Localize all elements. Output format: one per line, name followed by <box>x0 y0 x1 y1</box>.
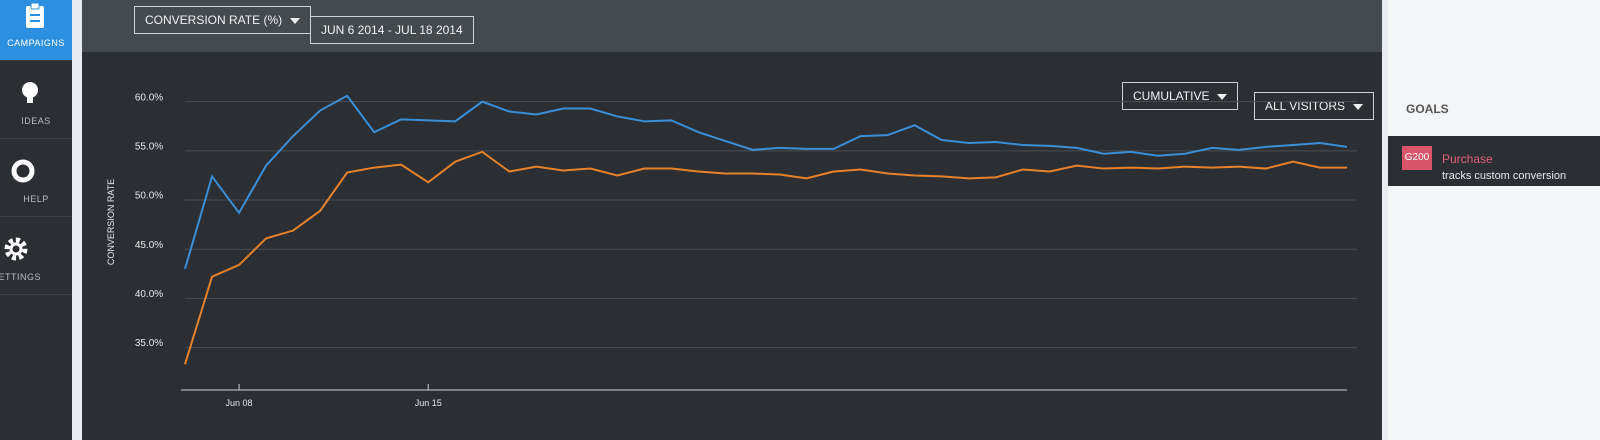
toolbar: CONVERSION RATE (%) JUN 6 2014 - JUL 18 … <box>82 0 1382 120</box>
nav-label: CAMPAIGNS <box>7 38 65 48</box>
series-line <box>184 150 1347 365</box>
dropdown-label: ALL VISITORS <box>1265 99 1346 113</box>
dropdown-label: JUN 6 2014 - JUL 18 2014 <box>321 23 463 37</box>
dropdown-label: CUMULATIVE <box>1133 89 1210 103</box>
nav-item[interactable]: IDEAS <box>0 60 72 139</box>
chart-panel: CONVERSION RATE (%) JUN 6 2014 - JUL 18 … <box>82 0 1382 440</box>
y-tick-label: 40.0% <box>135 289 163 300</box>
icon <box>11 159 35 183</box>
goals-title: GOALS <box>1406 102 1449 116</box>
x-tick-label: Jun 15 <box>415 398 442 408</box>
nav-label: HELP <box>23 194 49 204</box>
chart: CONVERSION RATE 35.0% 40.0% 45.0% 50.0% 55.0… <box>106 92 1357 408</box>
mode-dropdown[interactable]: CUMULATIVE <box>1122 82 1239 110</box>
icon <box>4 237 28 261</box>
nav-item[interactable]: HELP <box>0 138 72 217</box>
y-tick-label: 55.0% <box>135 141 163 152</box>
goal-name: Purchase <box>1442 152 1493 166</box>
nav-label: SETTINGS <box>0 272 42 282</box>
nav-item[interactable]: SETTINGS <box>0 216 72 295</box>
icon <box>22 82 38 103</box>
nav-label: IDEAS <box>21 116 51 126</box>
y-tick-label: 50.0% <box>135 191 163 202</box>
sidebar: CAMPAIGNS IDEAS HELP SETTINGS <box>0 0 72 440</box>
goal-item[interactable]: G200 Purchase tracks custom conversion <box>1388 136 1600 186</box>
y-tick-label: 35.0% <box>135 338 163 349</box>
y-axis-title: CONVERSION RATE <box>106 179 116 265</box>
x-tick-label: Jun 08 <box>226 398 253 408</box>
metric-dropdown[interactable]: CONVERSION RATE (%) <box>134 6 312 34</box>
goal-description: tracks custom conversion <box>1442 170 1567 182</box>
y-tick-label: 45.0% <box>135 240 163 251</box>
y-tick-label: 60.0% <box>135 92 163 103</box>
goal-id: G200 <box>1402 146 1432 170</box>
segment-dropdown[interactable]: ALL VISITORS <box>1254 92 1375 120</box>
icon <box>26 2 44 28</box>
series-line <box>184 94 1348 270</box>
nav-item[interactable]: CAMPAIGNS <box>0 0 72 61</box>
date-range[interactable]: JUN 6 2014 - JUL 18 2014 <box>310 16 474 44</box>
goals-panel: GOALS G200 Purchase tracks custom conver… <box>1388 0 1600 440</box>
dropdown-label: CONVERSION RATE (%) <box>145 13 283 27</box>
